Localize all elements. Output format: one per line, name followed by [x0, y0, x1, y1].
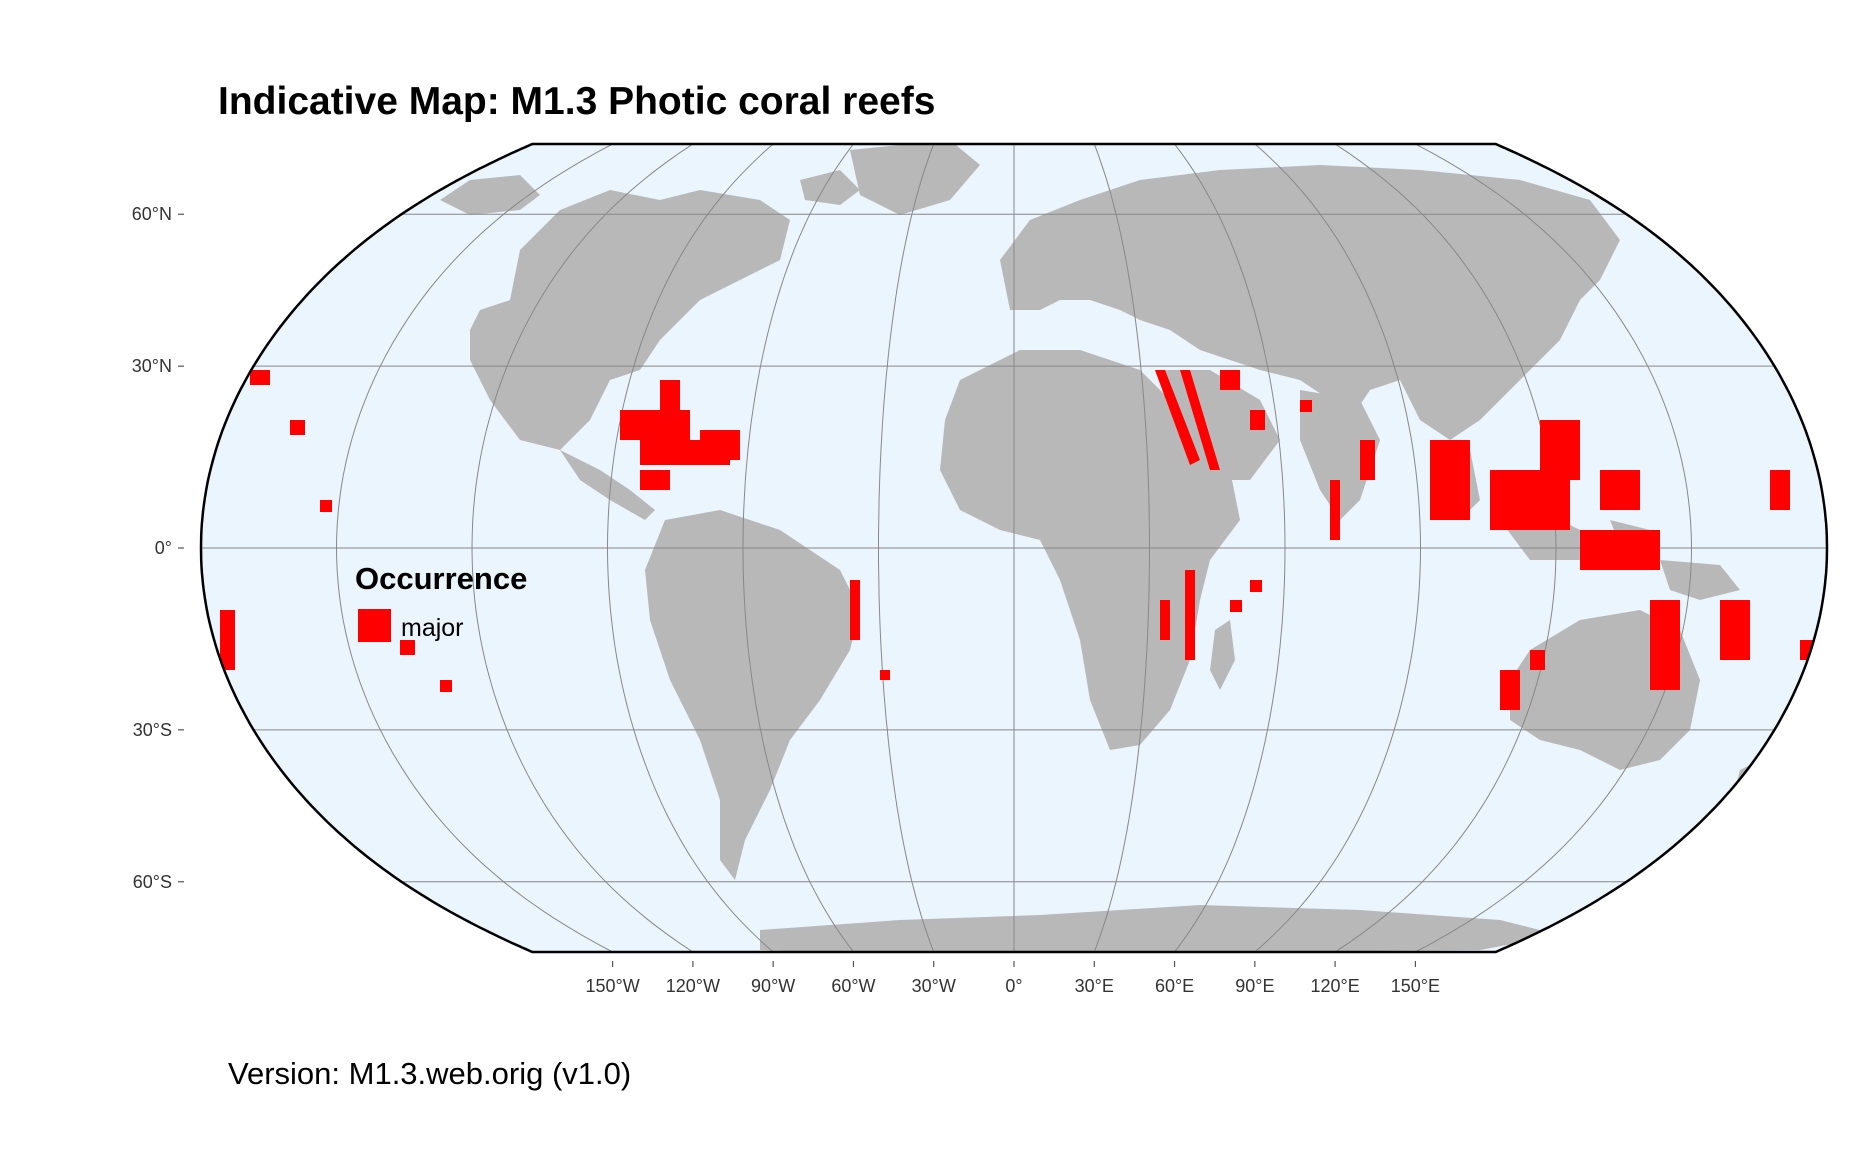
legend-label-major: major: [401, 614, 464, 642]
meridian-line: [878, 144, 935, 952]
reef-brazil: [850, 580, 890, 680]
reef-australia: [1500, 600, 1680, 710]
lon-tick-label: 30°W: [912, 976, 956, 996]
lat-tick-label: 60°N: [132, 204, 172, 224]
meridian-line: [1093, 144, 1150, 952]
reef-coral-triangle: [1430, 420, 1660, 570]
land-central-america: [560, 450, 655, 520]
reef-caribbean: [620, 380, 740, 490]
land-greenland: [850, 144, 980, 215]
reef-persian-gulf: [1220, 370, 1265, 430]
land-antarctica: [760, 905, 1560, 952]
lon-tick-label: 0°: [1005, 976, 1022, 996]
meridian-line: [335, 144, 613, 952]
map-border: [199, 142, 1829, 954]
lon-tick-label: 150°W: [585, 976, 639, 996]
coral-reef-occurrences: [220, 370, 1820, 710]
meridian-line: [1254, 144, 1422, 952]
reef-india-maldives: [1300, 400, 1375, 540]
latitude-axis: 60°N 30°N 0° 30°S 60°S: [132, 204, 184, 892]
land-south-america: [645, 510, 860, 880]
legend: Occurrence major: [355, 561, 527, 642]
land-north-america: [440, 170, 860, 450]
meridian-line: [742, 144, 854, 952]
lat-tick-label: 30°S: [133, 720, 172, 740]
reef-east-africa: [1160, 570, 1262, 660]
lat-tick-label: 0°: [155, 538, 172, 558]
lon-tick-label: 120°E: [1310, 976, 1359, 996]
meridian-line: [1174, 144, 1286, 952]
land-africa: [940, 350, 1240, 750]
legend-swatch-major: [358, 609, 391, 642]
version-text: Version: M1.3.web.orig (v1.0): [228, 1056, 632, 1091]
lon-tick-label: 60°W: [831, 976, 875, 996]
meridian-line: [471, 144, 694, 952]
lon-tick-label: 90°W: [751, 976, 795, 996]
reef-red-sea: [1155, 370, 1220, 470]
lat-tick-label: 60°S: [133, 872, 172, 892]
lon-tick-label: 90°E: [1235, 976, 1274, 996]
lon-tick-label: 120°W: [666, 976, 720, 996]
graticule-lines: [201, 144, 1827, 952]
longitude-axis: 150°W 120°W 90°W 60°W 30°W 0° 30°E 60°E 90°E 120°…: [585, 961, 1440, 996]
lon-tick-label: 30°E: [1075, 976, 1114, 996]
legend-title: Occurrence: [355, 561, 527, 596]
land-madagascar: [1210, 620, 1235, 690]
land-india: [1300, 390, 1380, 520]
meridian-line: [606, 144, 774, 952]
lon-tick-label: 60°E: [1155, 976, 1194, 996]
meridian-line: [1334, 144, 1557, 952]
meridian-line: [1415, 144, 1693, 952]
land-europe-asia: [1000, 165, 1620, 440]
lat-tick-label: 30°N: [132, 356, 172, 376]
map-title: Indicative Map: M1.3 Photic coral reefs: [218, 80, 936, 123]
lon-tick-label: 150°E: [1391, 976, 1440, 996]
